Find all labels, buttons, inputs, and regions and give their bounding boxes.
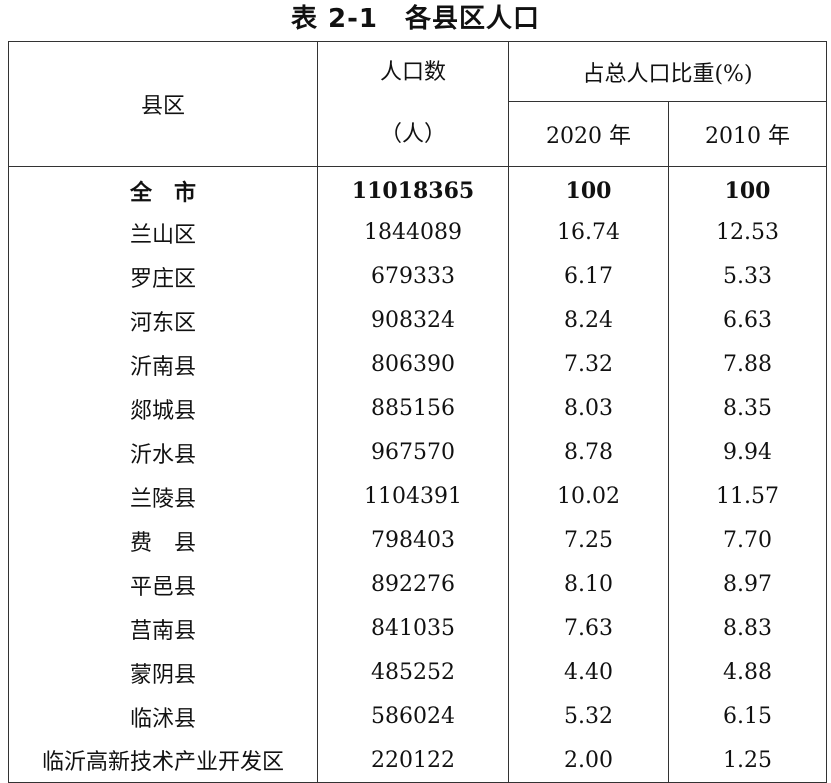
header-district: 县区 xyxy=(8,41,318,167)
cell-share-2020: 8.24 xyxy=(508,298,669,343)
table-row: 蒙阴县 485252 4.40 4.88 xyxy=(8,650,828,695)
cell-population: 841035 xyxy=(317,606,509,651)
header-population-label: 人口数 xyxy=(379,60,446,85)
cell-district: 罗庄区 xyxy=(8,254,318,299)
cell-population: 908324 xyxy=(317,298,509,343)
cell-share-2010: 12.53 xyxy=(667,210,828,255)
cell-share-2010: 6.15 xyxy=(667,694,828,739)
cell-district: 沂水县 xyxy=(8,430,318,475)
cell-share-2010: 8.35 xyxy=(667,386,828,431)
cell-population: 1844089 xyxy=(317,210,509,255)
cell-share-2010: 8.83 xyxy=(667,606,828,651)
cell-district: 临沂高新技术产业开发区 xyxy=(8,738,318,783)
cell-share-2020: 4.40 xyxy=(508,650,669,695)
cell-district: 兰山区 xyxy=(8,210,318,255)
cell-population: 586024 xyxy=(317,694,509,739)
cell-district: 费 县 xyxy=(8,518,318,563)
cell-population: 806390 xyxy=(317,342,509,387)
cell-share-2020: 100 xyxy=(508,166,669,211)
cell-share-2020: 2.00 xyxy=(508,738,669,783)
cell-population: 220122 xyxy=(317,738,509,783)
header-population: 人口数 （人） xyxy=(317,41,509,167)
cell-share-2020: 10.02 xyxy=(508,474,669,519)
cell-population: 1104391 xyxy=(317,474,509,519)
cell-population: 892276 xyxy=(317,562,509,607)
cell-share-2010: 100 xyxy=(667,166,828,211)
cell-population: 967570 xyxy=(317,430,509,475)
table-row: 沂水县 967570 8.78 9.94 xyxy=(8,430,828,475)
cell-share-2020: 6.17 xyxy=(508,254,669,299)
cell-share-2010: 8.97 xyxy=(667,562,828,607)
cell-share-2010: 11.57 xyxy=(667,474,828,519)
cell-share-2010: 4.88 xyxy=(667,650,828,695)
cell-population: 11018365 xyxy=(317,166,509,211)
table-row: 郯城县 885156 8.03 8.35 xyxy=(8,386,828,431)
cell-district: 临沭县 xyxy=(8,694,318,739)
header-year-2020: 2020 年 xyxy=(508,101,669,167)
cell-share-2010: 6.63 xyxy=(667,298,828,343)
cell-district: 郯城县 xyxy=(8,386,318,431)
cell-share-2020: 7.25 xyxy=(508,518,669,563)
cell-share-2020: 7.63 xyxy=(508,606,669,651)
cell-population: 679333 xyxy=(317,254,509,299)
cell-district: 平邑县 xyxy=(8,562,318,607)
table-row-total: 全 市 11018365 100 100 xyxy=(8,166,828,211)
table-row: 河东区 908324 8.24 6.63 xyxy=(8,298,828,343)
table-row: 临沂高新技术产业开发区 220122 2.00 1.25 xyxy=(8,738,828,783)
cell-share-2020: 8.03 xyxy=(508,386,669,431)
cell-share-2010: 1.25 xyxy=(667,738,828,783)
table-row: 费 县 798403 7.25 7.70 xyxy=(8,518,828,563)
cell-district: 全 市 xyxy=(8,166,318,211)
population-table: 县区 人口数 （人） 占总人口比重(%) 2020 年 2010 年 全 市 1… xyxy=(8,40,828,783)
header-year-2010: 2010 年 xyxy=(667,101,828,167)
cell-district: 沂南县 xyxy=(8,342,318,387)
table-row: 沂南县 806390 7.32 7.88 xyxy=(8,342,828,387)
cell-share-2020: 5.32 xyxy=(508,694,669,739)
header-share: 占总人口比重(%) xyxy=(507,40,828,103)
cell-share-2020: 16.74 xyxy=(508,210,669,255)
cell-district: 兰陵县 xyxy=(8,474,318,519)
table-row: 平邑县 892276 8.10 8.97 xyxy=(8,562,828,607)
table-row: 临沭县 586024 5.32 6.15 xyxy=(8,694,828,739)
cell-population: 798403 xyxy=(317,518,509,563)
table-title: 表 2-1 各县区人口 xyxy=(290,4,541,34)
cell-population: 885156 xyxy=(317,386,509,431)
cell-district: 蒙阴县 xyxy=(8,650,318,695)
cell-share-2020: 8.78 xyxy=(508,430,669,475)
cell-share-2010: 5.33 xyxy=(667,254,828,299)
cell-district: 莒南县 xyxy=(8,606,318,651)
cell-share-2010: 7.70 xyxy=(667,518,828,563)
table-row: 莒南县 841035 7.63 8.83 xyxy=(8,606,828,651)
table-row: 兰陵县 1104391 10.02 11.57 xyxy=(8,474,828,519)
header-population-unit: （人） xyxy=(379,122,446,147)
cell-share-2010: 9.94 xyxy=(667,430,828,475)
cell-share-2010: 7.88 xyxy=(667,342,828,387)
table-row: 罗庄区 679333 6.17 5.33 xyxy=(8,254,828,299)
cell-share-2020: 8.10 xyxy=(508,562,669,607)
cell-population: 485252 xyxy=(317,650,509,695)
cell-district: 河东区 xyxy=(8,298,318,343)
table-row: 兰山区 1844089 16.74 12.53 xyxy=(8,210,828,255)
cell-share-2020: 7.32 xyxy=(508,342,669,387)
